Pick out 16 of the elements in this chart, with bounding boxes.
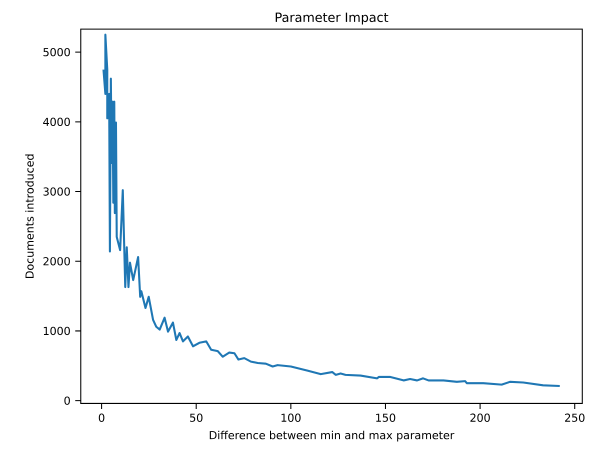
x-tick-label: 250 <box>565 414 584 422</box>
y-tick-label: 5000 <box>43 48 70 56</box>
line-series <box>102 34 561 388</box>
y-tick-label: 3000 <box>43 187 70 196</box>
x-tick-label: 200 <box>470 414 490 422</box>
chart-title: Parameter Impact <box>276 12 388 25</box>
y-tick-label: 2000 <box>43 257 70 266</box>
x-axis-title: Difference between min and max parameter <box>210 430 454 442</box>
x-tick-label: 100 <box>282 414 301 422</box>
x-tick-label: 50 <box>190 414 202 422</box>
y-tick-label: 4000 <box>43 118 70 126</box>
y-axis-title: Documents introduced <box>25 154 34 278</box>
y-tick-label: 1000 <box>44 326 70 336</box>
y-tick-label: 0 <box>64 396 70 405</box>
x-tick-label: 150 <box>376 414 396 422</box>
x-tick-label: 0 <box>98 414 104 422</box>
